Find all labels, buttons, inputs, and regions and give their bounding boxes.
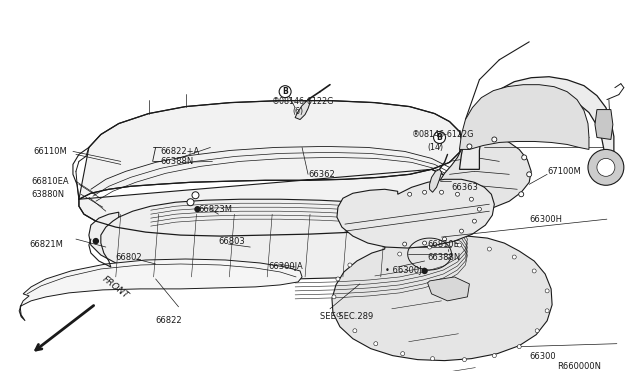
Circle shape	[519, 192, 524, 197]
Circle shape	[403, 242, 406, 246]
Text: 63880N: 63880N	[31, 190, 64, 199]
Text: 66300: 66300	[529, 352, 556, 361]
Text: 66363: 66363	[451, 183, 478, 192]
Text: SEE SEC.289: SEE SEC.289	[320, 312, 373, 321]
Circle shape	[374, 342, 378, 346]
Circle shape	[192, 192, 199, 199]
Polygon shape	[19, 259, 302, 321]
Text: 66300JA: 66300JA	[268, 263, 303, 272]
Polygon shape	[89, 199, 467, 279]
Circle shape	[422, 269, 427, 273]
Circle shape	[93, 238, 99, 244]
Circle shape	[428, 245, 431, 249]
Text: 66300H: 66300H	[529, 215, 562, 224]
Text: ®08146-6122G: ®08146-6122G	[412, 130, 474, 139]
Circle shape	[487, 247, 492, 251]
Circle shape	[408, 192, 412, 196]
Text: 66110M: 66110M	[33, 147, 67, 156]
Circle shape	[545, 309, 549, 313]
Circle shape	[512, 255, 516, 259]
Circle shape	[522, 155, 527, 160]
Circle shape	[492, 354, 497, 357]
Circle shape	[517, 345, 521, 349]
Text: 66810E: 66810E	[428, 240, 460, 248]
Text: 66803: 66803	[218, 237, 245, 246]
Polygon shape	[438, 135, 531, 212]
Polygon shape	[479, 88, 582, 129]
Circle shape	[195, 207, 200, 212]
Circle shape	[535, 329, 539, 333]
Circle shape	[467, 144, 472, 149]
Circle shape	[336, 277, 340, 281]
Polygon shape	[79, 100, 465, 236]
Circle shape	[431, 357, 435, 360]
Circle shape	[458, 243, 461, 247]
Text: 66821M: 66821M	[29, 240, 63, 248]
Circle shape	[532, 269, 536, 273]
Text: 67100M: 67100M	[547, 167, 581, 176]
Polygon shape	[460, 85, 589, 150]
Text: FRONT: FRONT	[101, 275, 131, 301]
Circle shape	[401, 352, 404, 356]
Circle shape	[279, 86, 291, 97]
Text: 66822+A: 66822+A	[161, 147, 200, 156]
Text: 66810EA: 66810EA	[31, 177, 68, 186]
Text: (14): (14)	[428, 143, 444, 152]
Polygon shape	[332, 236, 552, 360]
Circle shape	[460, 229, 463, 233]
Circle shape	[422, 190, 427, 194]
Polygon shape	[429, 169, 442, 192]
Circle shape	[348, 263, 352, 267]
Text: ®08146-6122G: ®08146-6122G	[272, 97, 335, 106]
Text: B: B	[282, 87, 288, 96]
Polygon shape	[595, 110, 613, 140]
Text: (6): (6)	[292, 107, 303, 116]
Circle shape	[456, 192, 460, 196]
Circle shape	[545, 289, 549, 293]
Circle shape	[337, 313, 341, 317]
Circle shape	[433, 131, 445, 144]
Circle shape	[588, 150, 624, 185]
Text: 66388N: 66388N	[161, 157, 194, 166]
Polygon shape	[428, 277, 469, 301]
Polygon shape	[460, 77, 614, 171]
Circle shape	[477, 207, 481, 211]
Circle shape	[353, 329, 357, 333]
Text: 66388N: 66388N	[428, 253, 461, 262]
Circle shape	[442, 237, 447, 241]
Circle shape	[469, 197, 474, 201]
Circle shape	[397, 252, 402, 256]
Circle shape	[440, 190, 444, 194]
Circle shape	[422, 241, 427, 245]
Circle shape	[187, 199, 194, 206]
Text: 66823M: 66823M	[198, 205, 232, 214]
Circle shape	[472, 219, 476, 223]
Circle shape	[597, 158, 615, 176]
Circle shape	[527, 172, 532, 177]
Circle shape	[332, 295, 336, 299]
Text: 66802: 66802	[116, 253, 143, 262]
Text: 66362: 66362	[308, 170, 335, 179]
Text: R660000N: R660000N	[557, 362, 601, 371]
Polygon shape	[295, 100, 310, 119]
Circle shape	[463, 357, 467, 362]
Text: 66822: 66822	[156, 316, 182, 325]
Text: • 66300J: • 66300J	[385, 266, 421, 275]
Polygon shape	[337, 179, 494, 248]
Text: B: B	[436, 133, 442, 142]
Circle shape	[492, 137, 497, 142]
